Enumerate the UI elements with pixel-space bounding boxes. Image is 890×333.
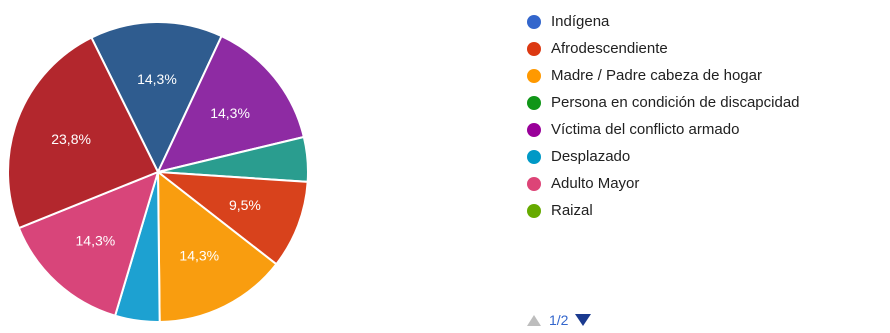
slice-label: 14,3% [179, 247, 219, 263]
legend-item[interactable]: Adulto Mayor [527, 170, 800, 197]
legend-label: Raizal [551, 202, 593, 219]
pager-up-arrow-icon[interactable] [527, 314, 541, 326]
legend-label: Desplazado [551, 148, 631, 165]
pie-slice[interactable] [156, 169, 278, 324]
legend-swatch-icon [527, 95, 541, 110]
legend-item[interactable]: Afrodescendiente [527, 35, 800, 62]
pager-down-arrow-icon[interactable] [575, 314, 592, 326]
slice-label: 14,3% [137, 71, 177, 87]
legend-label: Víctima del conflicto armado [551, 121, 740, 138]
legend-swatch-icon [527, 68, 541, 83]
slice-label: 9,5% [229, 197, 261, 213]
legend-item[interactable]: Raizal [527, 197, 800, 224]
legend-list: Indígena Afrodescendiente Madre / Padre ca… [527, 8, 800, 224]
legend-item[interactable]: Desplazado [527, 143, 800, 170]
pie-slice[interactable] [156, 34, 306, 174]
legend-label: Persona en condición de discapcidad [551, 94, 800, 111]
legend-item[interactable]: Víctima del conflicto armado [527, 116, 800, 143]
pie-slice[interactable] [90, 21, 223, 175]
pie-slice[interactable] [154, 170, 309, 266]
legend-pager: 1/2 [527, 312, 592, 328]
legend-swatch-icon [527, 14, 541, 29]
pager-text: 1/2 [549, 312, 569, 328]
legend-label: Madre / Padre cabeza de hogar [551, 67, 762, 84]
slice-label: 14,3% [76, 233, 116, 249]
legend: Indígena Afrodescendiente Madre / Padre ca… [527, 8, 800, 224]
legend-swatch-icon [527, 122, 541, 137]
legend-item[interactable]: Indígena [527, 8, 800, 35]
legend-item[interactable]: Persona en condición de discapcidad [527, 89, 800, 116]
pie-slice[interactable] [17, 170, 160, 317]
legend-label: Adulto Mayor [551, 175, 640, 192]
slice-label: 14,3% [210, 105, 250, 121]
legend-swatch-icon [527, 203, 541, 218]
legend-label: Indígena [551, 13, 610, 30]
legend-item[interactable]: Madre / Padre cabeza de hogar [527, 62, 800, 89]
legend-swatch-icon [527, 176, 541, 191]
legend-swatch-icon [527, 41, 541, 56]
legend-swatch-icon [527, 149, 541, 164]
pie-svg: 14,3% 14,3% 9,5% 14,3% 14,3% 23,8% [7, 21, 309, 324]
pie-slice[interactable] [7, 36, 160, 230]
slice-label: 23,8% [51, 131, 91, 147]
legend-label: Afrodescendiente [551, 40, 668, 57]
